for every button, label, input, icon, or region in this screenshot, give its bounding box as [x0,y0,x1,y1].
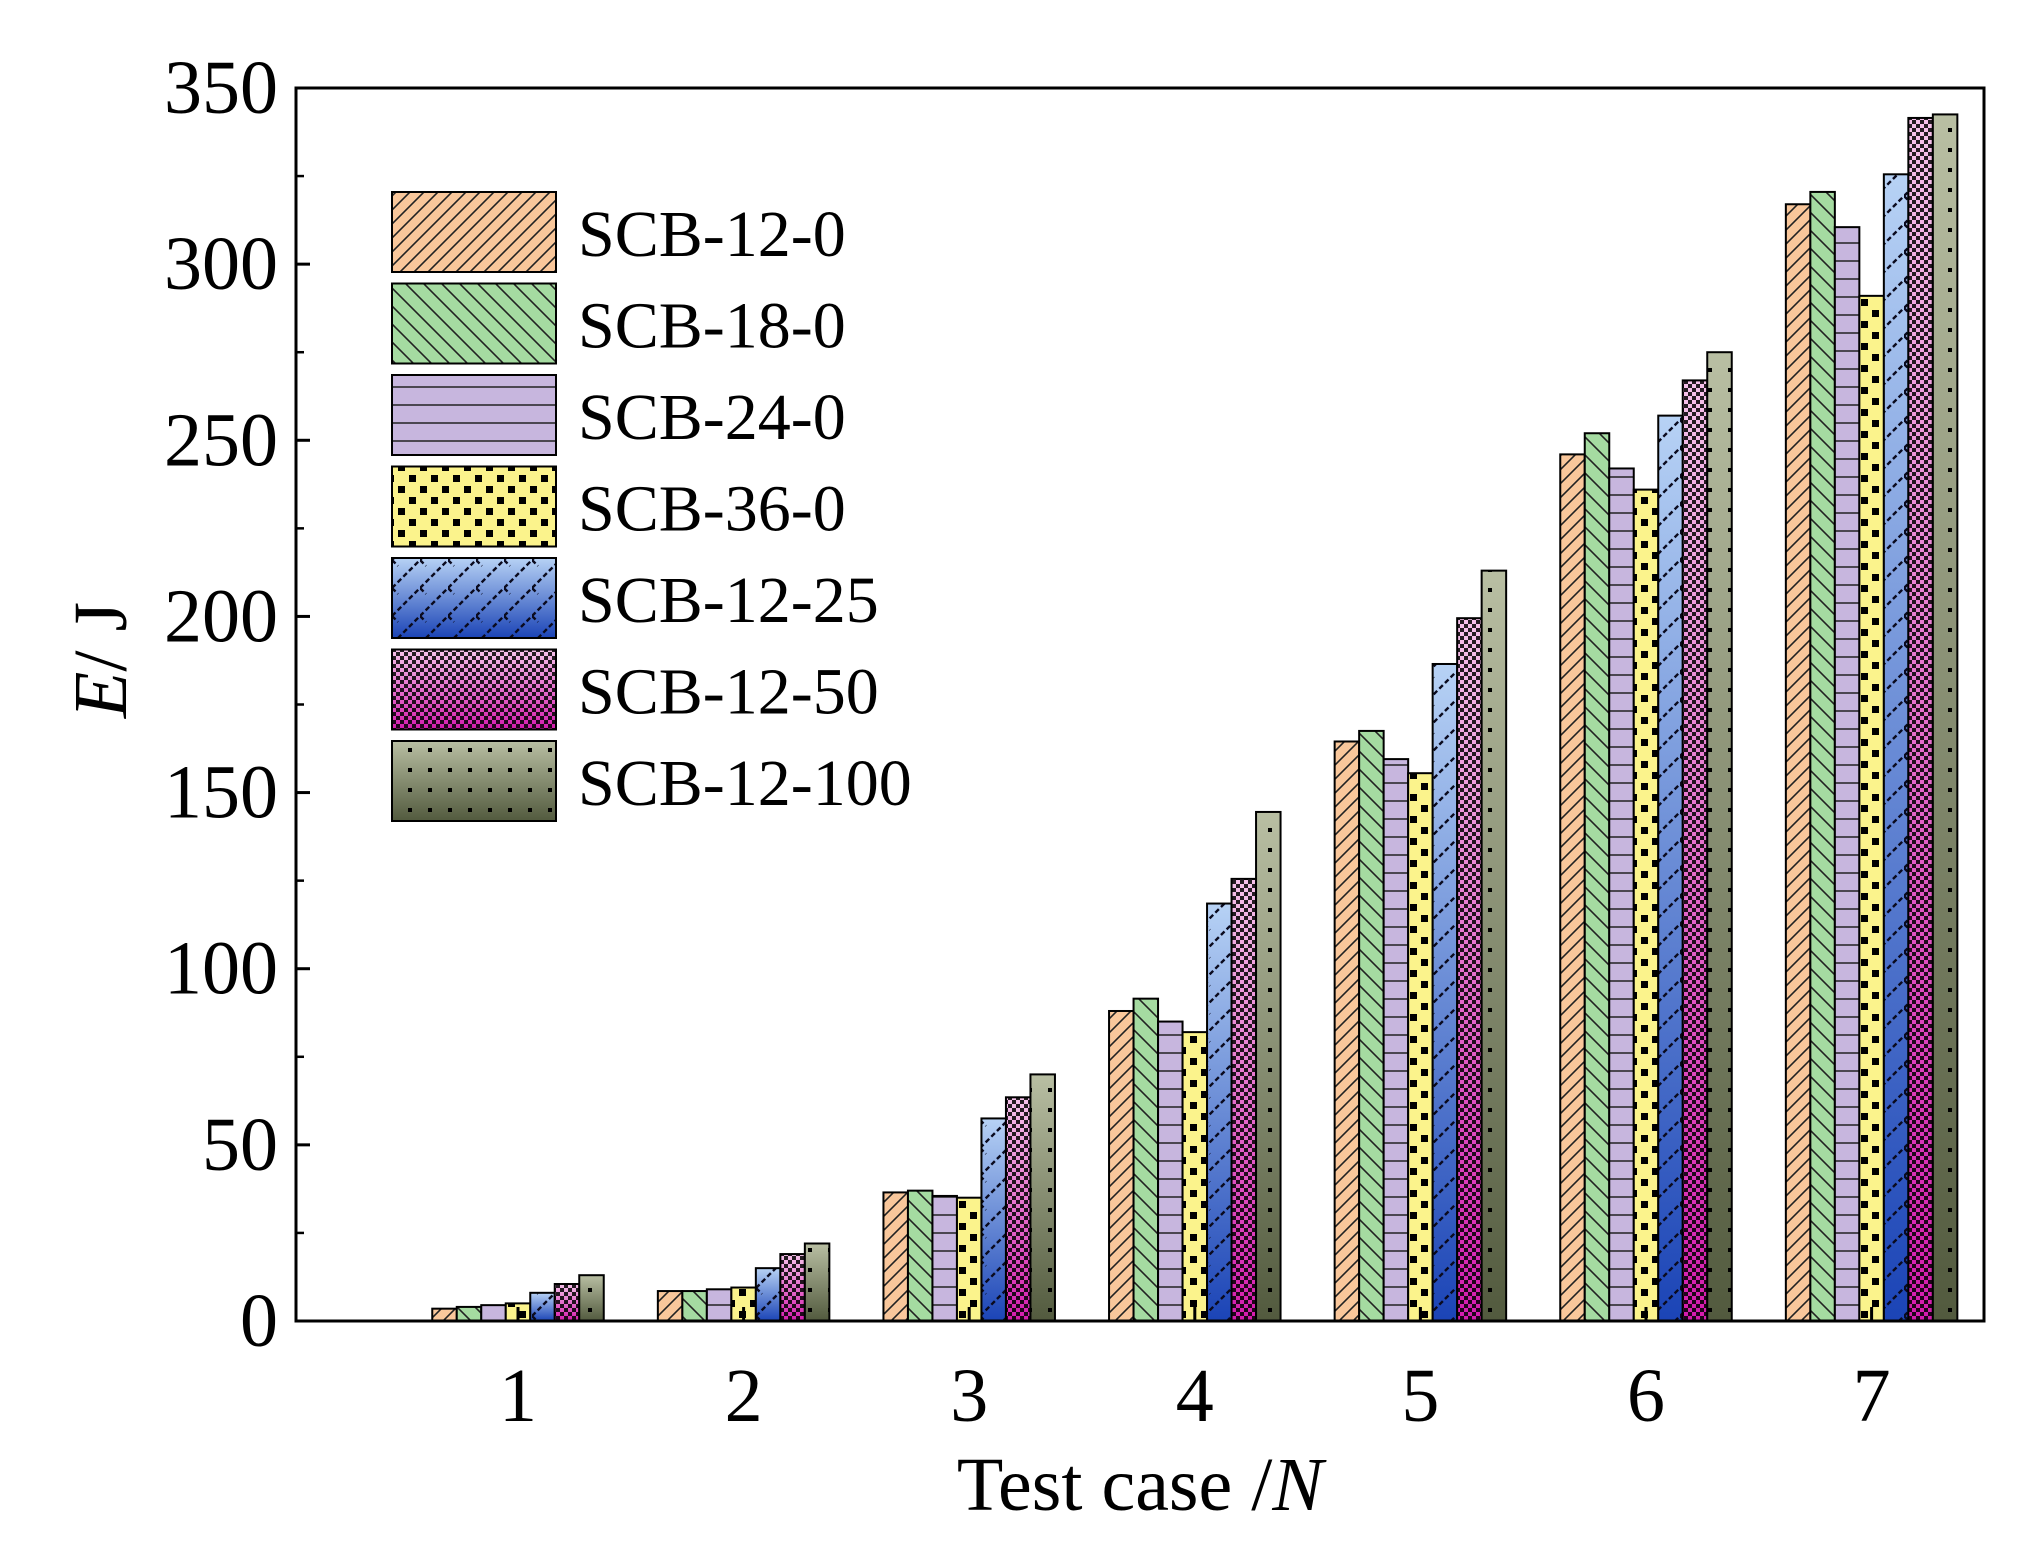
y-tick-label: 100 [164,927,278,1011]
bar-SCB-24-0-case-5 [1382,758,1410,1322]
legend-item-SCB-12-25: SCB-12-25 [391,557,879,639]
x-tick-label: 1 [499,1354,537,1438]
legend-item-SCB-12-100: SCB-12-100 [391,740,912,822]
bar-SCB-24-0-case-6 [1608,467,1635,1322]
bar-SCB-24-0-case-7 [1833,226,1861,1323]
y-tick-label: 300 [164,222,278,306]
bar-SCB-12-25-case-1 [529,1291,556,1322]
y-tick-label: 200 [164,574,278,658]
bar-SCB-12-0-case-3 [882,1191,909,1323]
bar-SCB-12-0-case-5 [1333,740,1361,1322]
legend-item-SCB-36-0: SCB-36-0 [391,465,846,548]
bar-SCB-12-100-case-6 [1706,351,1733,1322]
legend-item-SCB-24-0: SCB-24-0 [391,374,846,456]
bar-SCB-12-100-case-2 [803,1242,831,1323]
bar-SCB-18-0-case-6 [1583,432,1611,1322]
legend-label: SCB-12-25 [578,564,879,637]
y-axis-title: E/ J [59,602,143,719]
bar-SCB-12-100-case-4 [1255,810,1282,1322]
x-tick-label: 5 [1401,1354,1439,1438]
bar-SCB-12-0-case-6 [1559,453,1586,1322]
bar-SCB-12-100-case-1 [578,1274,605,1323]
y-tick-label: 150 [164,751,278,835]
x-tick-label: 2 [725,1354,763,1438]
bar-SCB-24-0-case-1 [480,1304,507,1322]
bar-SCB-24-0-case-2 [705,1288,733,1323]
legend-label: SCB-12-50 [578,656,879,729]
bar-SCB-18-0-case-2 [681,1290,708,1322]
bar-SCB-12-50-case-3 [1004,1096,1032,1323]
bar-SCB-12-25-case-3 [980,1117,1007,1322]
bar-SCB-24-0-case-4 [1157,1020,1184,1322]
legend: SCB-12-0 SCB-18-0 SCB-24-0 SCB-36-0 SCB-12-2… [391,191,912,822]
x-tick-label: 7 [1853,1354,1891,1438]
legend-label: SCB-36-0 [578,473,846,546]
legend-label: SCB-24-0 [578,381,846,454]
bar-SCB-12-0-case-4 [1108,1009,1135,1322]
legend-label: SCB-18-0 [578,290,846,363]
bar-SCB-36-0-case-5 [1407,772,1434,1322]
bar-SCB-12-0-case-2 [656,1290,684,1322]
legend-item-SCB-12-50: SCB-12-50 [391,648,879,731]
y-tick-label: 350 [164,46,278,130]
y-tick-label: 50 [202,1103,278,1187]
bar-SCB-12-0-case-7 [1784,203,1812,1323]
bar-SCB-12-100-case-7 [1931,113,1959,1323]
x-tick-label: 3 [950,1354,988,1438]
bar-SCB-12-100-case-5 [1480,569,1508,1322]
bar-SCB-12-25-case-6 [1657,414,1684,1322]
bar-SCB-18-0-case-7 [1809,190,1836,1322]
bar-SCB-36-0-case-3 [955,1196,983,1322]
legend-item-SCB-18-0: SCB-18-0 [391,282,846,365]
x-tick-label: 6 [1627,1354,1665,1438]
bar-SCB-18-0-case-1 [455,1305,483,1322]
x-tick-label: 4 [1176,1354,1214,1438]
bar-SCB-12-25-case-2 [754,1267,782,1322]
bar-SCB-12-0-case-1 [431,1307,458,1323]
ticks-layer: 0 50 100 150 200 250 300 350 1 2 3 4 5 6 7 [164,46,1891,1438]
bar-SCB-36-0-case-4 [1181,1031,1209,1323]
bar-SCB-12-50-case-4 [1230,877,1258,1322]
bar-SCB-12-25-case-4 [1206,902,1233,1322]
bar-SCB-18-0-case-3 [906,1189,934,1323]
bar-SCB-12-50-case-1 [553,1283,581,1323]
bars-layer [431,113,1959,1323]
bar-SCB-18-0-case-5 [1358,729,1385,1322]
bar-SCB-24-0-case-3 [931,1194,958,1323]
bar-SCB-12-50-case-2 [779,1253,806,1322]
bar-SCB-18-0-case-4 [1132,997,1160,1322]
bar-SCB-36-0-case-7 [1858,294,1885,1323]
bar-SCB-36-0-case-6 [1632,488,1660,1322]
y-tick-label: 250 [164,398,278,482]
legend-label: SCB-12-0 [578,198,846,271]
bar-SCB-12-50-case-5 [1456,617,1483,1322]
legend-label: SCB-12-100 [578,747,912,820]
bar-SCB-12-50-case-6 [1681,379,1709,1322]
y-tick-label: 0 [240,1279,278,1363]
bar-SCB-12-100-case-3 [1029,1073,1056,1323]
bar-SCB-12-25-case-7 [1882,173,1910,1322]
legend-item-SCB-12-0: SCB-12-0 [391,191,846,273]
bar-SCB-12-25-case-5 [1431,662,1459,1322]
bar-SCB-12-50-case-7 [1907,116,1934,1322]
x-axis-title: Test case /N [957,1443,1327,1527]
